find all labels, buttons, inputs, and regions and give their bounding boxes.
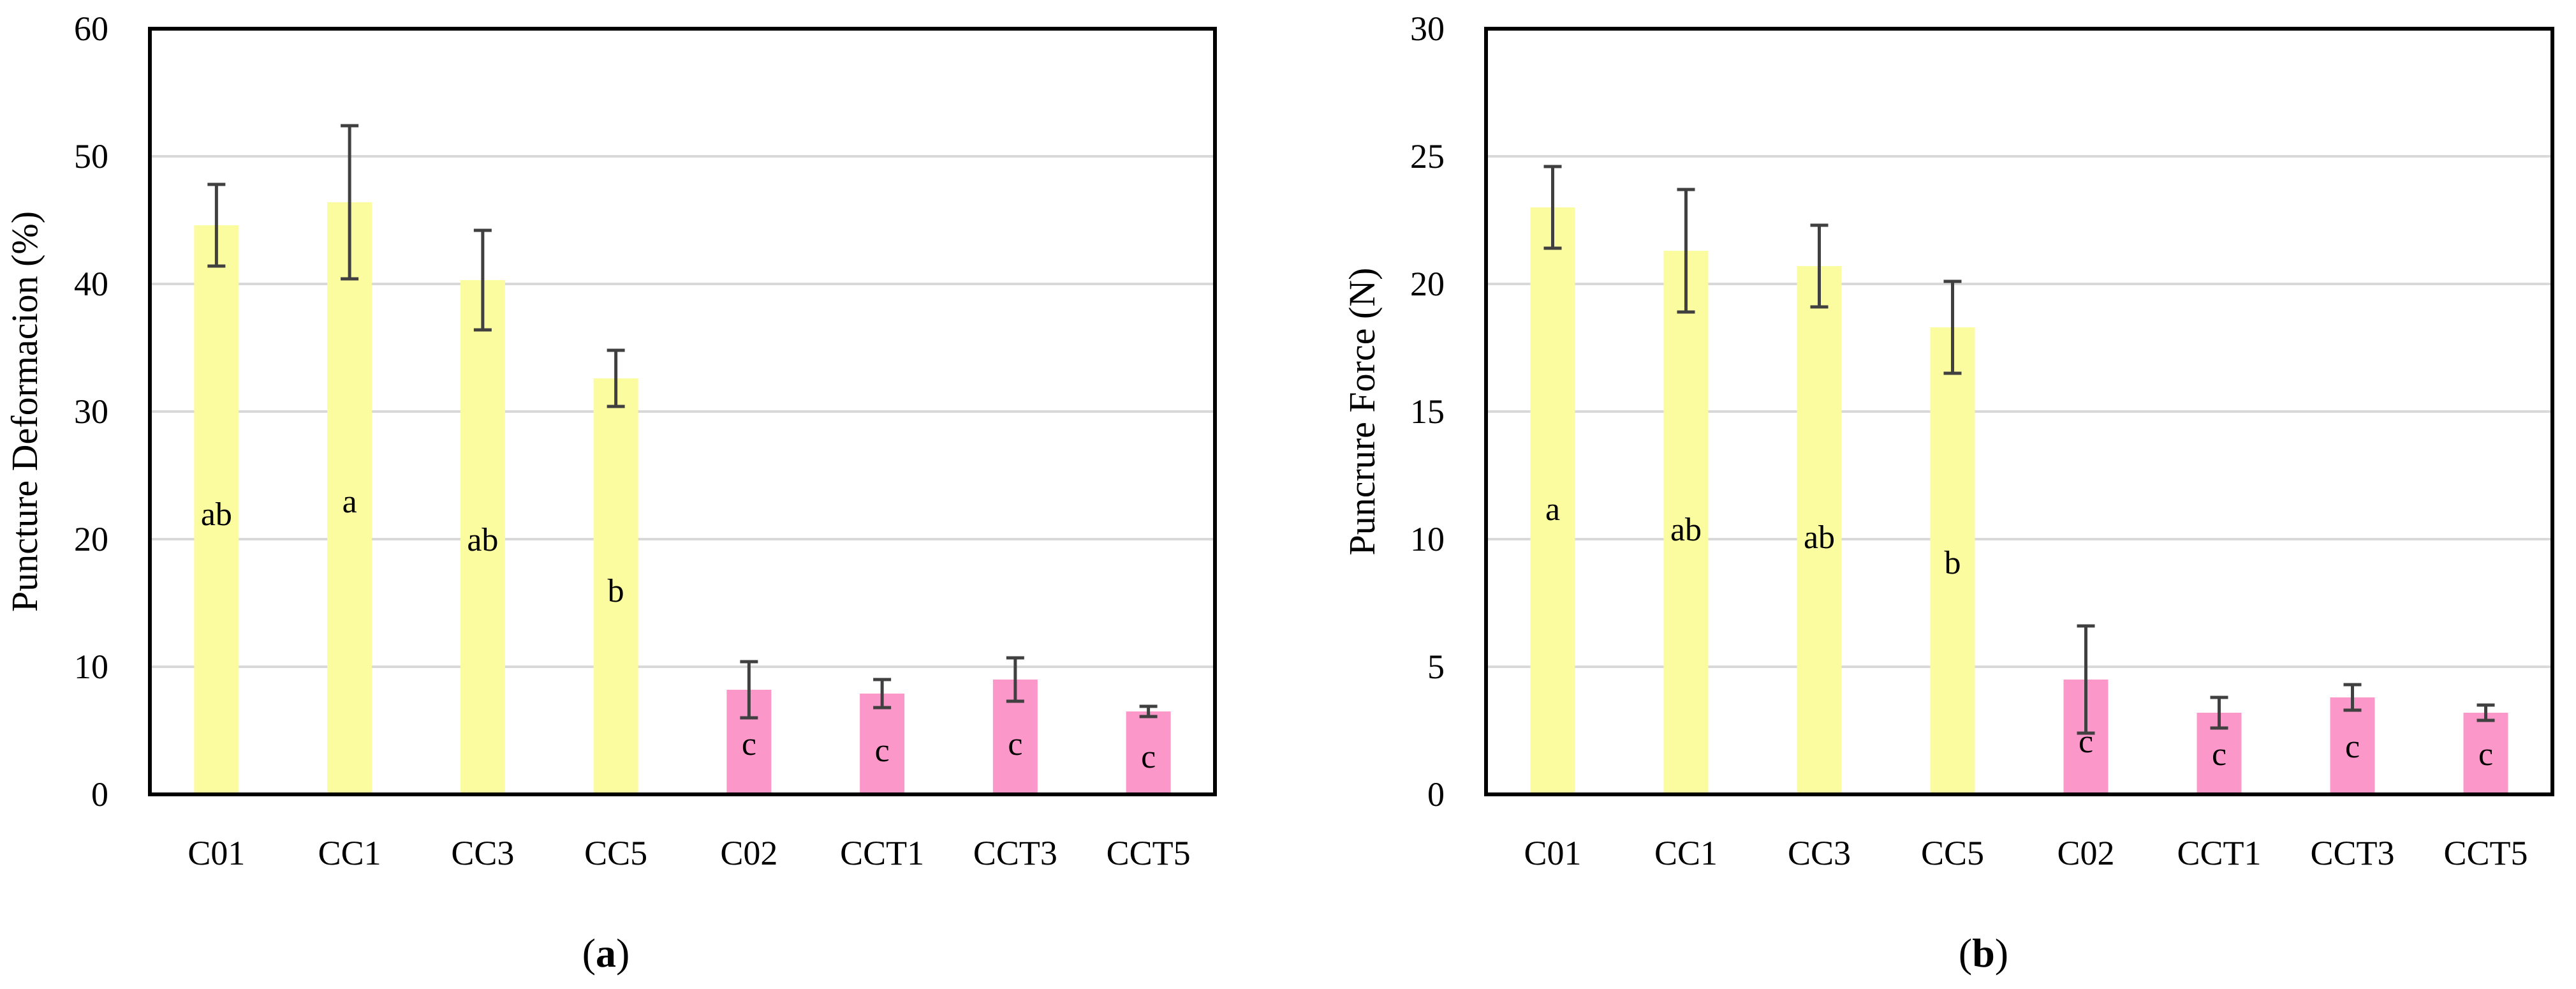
plot-frame	[148, 27, 1217, 796]
x-tick-label: CCT1	[840, 834, 924, 872]
y-tick-label: 0	[1427, 775, 1445, 814]
panel-caption: (a)	[582, 930, 630, 976]
x-tick-label: CCT1	[2177, 834, 2261, 872]
y-tick-label: 40	[74, 265, 108, 303]
x-tick-label: C01	[188, 834, 245, 872]
significance-letter: a	[342, 484, 357, 520]
bar-cc1	[327, 202, 372, 794]
y-tick-label: 5	[1427, 648, 1445, 686]
significance-letter: a	[1545, 491, 1560, 528]
y-tick-label: 60	[74, 10, 108, 48]
bar-cct3	[2330, 697, 2375, 794]
x-tick-label: CC5	[584, 834, 647, 872]
y-tick-label: 0	[91, 775, 108, 814]
significance-letter: c	[742, 726, 756, 762]
x-tick-label: CC5	[1921, 834, 1984, 872]
significance-letter: b	[1945, 545, 1961, 581]
y-axis-label: Puncture Deformacion (%)	[4, 211, 45, 612]
chart-b: a C01 ab CC1 ab CC3 b CC5 c C02 c CCT1 c CCT3 c CCT5 0 5 1…	[1341, 10, 2554, 976]
y-tick-label: 30	[1410, 10, 1445, 48]
x-tick-label: CCT5	[2443, 834, 2528, 872]
significance-letter: c	[2345, 729, 2360, 765]
bar-c01	[194, 225, 239, 794]
significance-letter: c	[2079, 724, 2093, 760]
panel-caption: (b)	[1959, 930, 2008, 976]
caption-suffix: )	[1995, 930, 2008, 976]
significance-letter: ab	[201, 496, 232, 533]
bar-cct5	[1126, 711, 1171, 794]
significance-letter: c	[2212, 736, 2226, 773]
x-tick-label: CCT3	[973, 834, 1057, 872]
x-tick-label: CC3	[451, 834, 514, 872]
significance-letter: c	[875, 732, 890, 769]
y-axis-label: Puncrure Force (N)	[1341, 268, 1383, 556]
y-tick-label: 20	[1410, 265, 1445, 303]
y-tick-label: 30	[74, 392, 108, 431]
y-tick-label: 20	[74, 520, 108, 558]
y-tick-label: 25	[1410, 137, 1445, 175]
significance-letter: ab	[1804, 519, 1835, 556]
x-tick-label: C02	[2057, 834, 2114, 872]
significance-letter: ab	[467, 522, 498, 558]
bar-cc3	[460, 280, 505, 794]
chart-a: ab C01 a CC1 ab CC3 b CC5 c C02 c CCT1 c CCT3 c CCT5 0 10…	[4, 10, 1217, 976]
y-tick-label: 50	[74, 137, 108, 175]
caption-letter: a	[596, 930, 616, 976]
plot-frame	[1484, 27, 2554, 796]
x-tick-label: CCT3	[2310, 834, 2394, 872]
y-tick-label: 10	[74, 648, 108, 686]
bar-c01	[1530, 207, 1575, 794]
bar-cc5	[1930, 327, 1975, 794]
significance-letter: c	[1141, 739, 1156, 775]
x-tick-label: CC1	[318, 834, 381, 872]
caption-suffix: )	[616, 930, 629, 976]
significance-letter: ab	[1670, 512, 1702, 548]
bar-cc5	[593, 378, 638, 794]
x-tick-label: CCT5	[1107, 834, 1191, 872]
x-tick-label: C02	[720, 834, 777, 872]
y-tick-label: 10	[1410, 520, 1445, 558]
bar-cc1	[1663, 251, 1709, 794]
y-tick-label: 15	[1410, 392, 1445, 431]
x-tick-label: C01	[1524, 834, 1581, 872]
significance-letter: b	[608, 573, 624, 609]
bar-cct5	[2463, 713, 2508, 794]
caption-prefix: (	[1959, 930, 1972, 976]
caption-prefix: (	[582, 930, 596, 976]
x-tick-label: CC3	[1788, 834, 1851, 872]
bar-cct1	[860, 694, 905, 794]
caption-letter: b	[1972, 930, 1995, 976]
significance-letter: c	[1008, 726, 1022, 762]
bar-cc3	[1797, 266, 1842, 794]
x-tick-label: CC1	[1654, 834, 1718, 872]
significance-letter: c	[2478, 736, 2493, 773]
